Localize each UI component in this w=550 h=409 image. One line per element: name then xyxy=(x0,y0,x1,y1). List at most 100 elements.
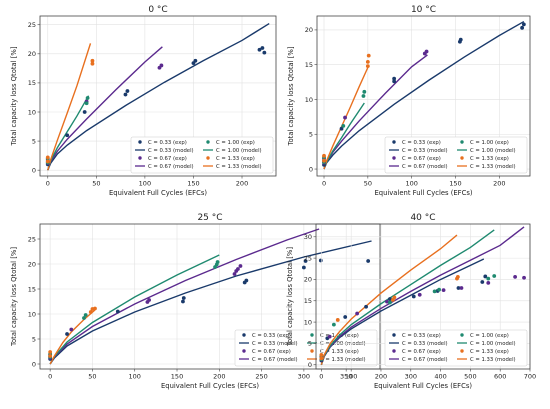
exp-point xyxy=(262,50,267,55)
axes-frame xyxy=(316,15,531,177)
exp-point xyxy=(458,37,463,42)
x-tick-label: 200 xyxy=(493,180,505,188)
exp-point xyxy=(193,58,198,63)
exp-point xyxy=(84,101,89,106)
legend-entry: C = 1.33 (model) xyxy=(457,164,516,170)
exp-point xyxy=(236,267,240,271)
exp-point xyxy=(322,153,326,158)
exp-point xyxy=(244,278,249,283)
exp-point xyxy=(90,58,95,63)
exp-point xyxy=(366,259,371,263)
chart-panel-4: 0 100 200 300 400 500 600 700 0 5 10 15 20 25 30 40 °C E… xyxy=(286,213,536,390)
exp-point xyxy=(45,159,50,164)
exp-point xyxy=(388,300,392,305)
y-tick-label: 15 xyxy=(28,285,36,293)
exp-point xyxy=(392,76,397,81)
exp-point xyxy=(341,124,346,128)
y-tick-label: 10 xyxy=(28,310,36,318)
legend-marker xyxy=(206,156,210,160)
y-tick-label: 10 xyxy=(305,96,313,104)
exp-point xyxy=(492,274,497,278)
chart-panel-2: 0 50 100 150 200 0 5 10 15 20 10 °C Equivalent Full… xyxy=(287,5,531,197)
legend-marker xyxy=(310,349,314,353)
x-tick-label: 0 xyxy=(319,373,323,381)
exp-point xyxy=(365,60,370,64)
legend-entry: C = 0.67 (model) xyxy=(389,357,448,363)
exp-point xyxy=(45,155,50,160)
legend-entry: C = 1.00 (model) xyxy=(307,341,366,347)
model-line xyxy=(323,20,525,170)
x-tick-label: 0 xyxy=(322,180,326,188)
y-tick-label: 20 xyxy=(305,26,313,34)
exp-point xyxy=(385,299,389,304)
axes-frame xyxy=(39,15,277,177)
x-tick-label: 400 xyxy=(434,373,446,381)
plot-area xyxy=(48,228,372,365)
legend: C = 0.33 (exp) C = 0.33 (model) C = 0.67 (… xyxy=(384,329,528,367)
legend-entry: C = 0.33 (model) xyxy=(389,341,448,347)
model-line xyxy=(320,234,458,365)
exp-point xyxy=(48,350,53,354)
legend-label: C = 0.67 (model) xyxy=(402,164,448,170)
y-tick-label: 0 xyxy=(309,165,313,173)
y-tick-label: 20 xyxy=(28,260,36,268)
exp-point xyxy=(455,274,460,279)
x-tick-label: 50 xyxy=(92,180,100,188)
x-tick-label: 200 xyxy=(236,180,248,188)
x-axis-label: Equivalent Full Cycles (EFCs) xyxy=(161,382,259,390)
exp-point xyxy=(392,79,397,84)
legend-entry: C = 1.00 (exp) xyxy=(460,140,509,146)
y-tick-label: 25 xyxy=(28,235,36,243)
x-axis-label: Equivalent Full Cycles (EFCs) xyxy=(374,189,472,197)
legend-label: C = 1.00 (exp) xyxy=(470,140,509,146)
legend-label: C = 1.33 (exp) xyxy=(216,156,255,162)
legend-label: C = 0.33 (exp) xyxy=(402,333,441,339)
y-tick-label: 0 xyxy=(32,360,36,368)
legend-label: C = 1.00 (exp) xyxy=(470,333,509,339)
exp-point xyxy=(147,298,152,302)
legend-label: C = 0.33 (exp) xyxy=(148,140,187,146)
x-tick-label: 50 xyxy=(364,180,372,188)
legend-label: C = 0.33 (exp) xyxy=(402,140,441,146)
y-tick-label: 10 xyxy=(304,318,312,326)
exp-point xyxy=(392,295,397,300)
y-tick-label: 5 xyxy=(32,335,36,343)
exp-point xyxy=(238,264,243,268)
y-tick-label: 25 xyxy=(28,21,36,29)
plot-area xyxy=(45,22,270,171)
legend-marker xyxy=(392,333,396,337)
legend-marker xyxy=(392,349,396,353)
legend-entry: C = 0.67 (model) xyxy=(239,357,298,363)
legend-label: C = 1.00 (model) xyxy=(470,341,516,347)
legend-label: C = 0.67 (exp) xyxy=(252,349,291,355)
x-tick-label: 150 xyxy=(449,180,461,188)
y-axis-label: Total capacity loss Qtotal [%] xyxy=(10,247,18,347)
legend-label: C = 0.33 (model) xyxy=(252,341,298,347)
exp-point xyxy=(364,304,368,309)
legend-label: C = 1.33 (model) xyxy=(216,164,262,170)
exp-point xyxy=(115,309,120,314)
exp-point xyxy=(65,332,69,336)
legend-entry: C = 0.33 (exp) xyxy=(392,333,441,339)
x-tick-label: 200 xyxy=(213,373,225,381)
legend-entry: C = 1.00 (exp) xyxy=(206,140,255,146)
x-axis-label: Equivalent Full Cycles (EFCs) xyxy=(374,382,472,390)
legend-frame xyxy=(234,329,378,367)
legend-label: C = 1.33 (exp) xyxy=(320,349,359,355)
x-tick-label: 100 xyxy=(405,180,417,188)
legend-entry: C = 1.00 (model) xyxy=(203,148,262,154)
exp-point xyxy=(417,292,422,297)
x-tick-label: 100 xyxy=(345,373,357,381)
legend-entry: C = 1.33 (exp) xyxy=(460,349,509,355)
x-tick-label: 350 xyxy=(340,373,352,381)
exp-point xyxy=(123,92,128,97)
legend-entry: C = 0.67 (model) xyxy=(389,164,448,170)
legend-label: C = 0.67 (exp) xyxy=(402,349,441,355)
legend-entry: C = 1.33 (model) xyxy=(203,164,262,170)
x-tick-label: 100 xyxy=(139,180,151,188)
legend-label: C = 0.67 (model) xyxy=(402,357,448,363)
exp-point xyxy=(260,46,265,50)
exp-point xyxy=(459,286,464,290)
y-tick-label: 25 xyxy=(304,254,312,262)
exp-point xyxy=(69,327,74,332)
